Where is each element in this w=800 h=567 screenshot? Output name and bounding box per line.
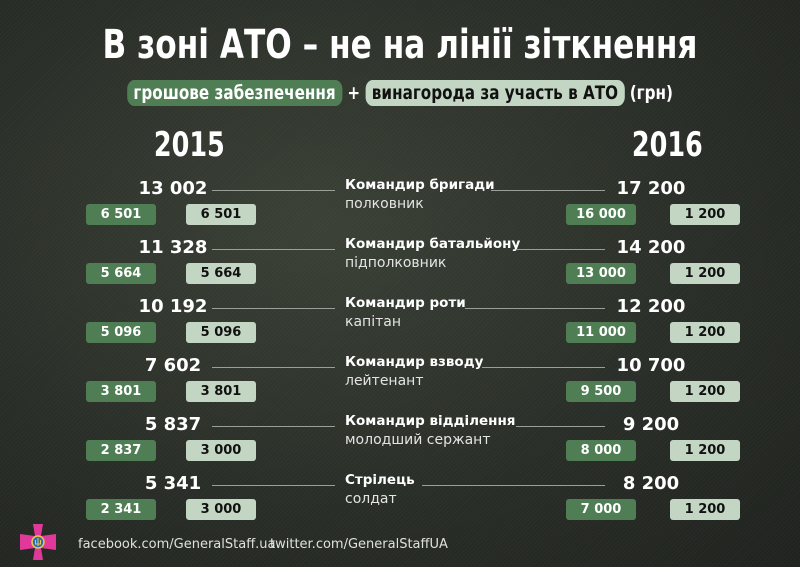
rank-label: капітан <box>345 314 401 330</box>
position-label: Стрілець <box>345 472 415 488</box>
bonus-2015: 3 000 <box>186 499 256 520</box>
bonus-2015: 5 664 <box>186 263 256 284</box>
total-2015: 5 837 <box>144 414 202 435</box>
total-2015: 5 341 <box>144 473 202 494</box>
pay-2015: 3 801 <box>86 381 156 402</box>
position-label: Командир батальйону <box>345 236 521 252</box>
total-2016: 10 700 <box>616 355 686 376</box>
pay-2015: 5 664 <box>86 263 156 284</box>
total-2015: 13 002 <box>138 178 208 199</box>
connector-line-left <box>212 485 335 486</box>
total-2016: 9 200 <box>622 414 680 435</box>
pay-2016: 13 000 <box>566 263 636 284</box>
connector-line-right <box>421 485 605 486</box>
bonus-2016: 1 200 <box>670 499 740 520</box>
rank-label: молодший сержант <box>345 432 491 448</box>
bonus-2016: 1 200 <box>670 440 740 461</box>
year-2016: 2016 <box>631 125 703 165</box>
bonus-2016: 1 200 <box>670 263 740 284</box>
table-row: 13 002 6 501 6 501 Командир бригади полк… <box>0 177 800 249</box>
table-row: 10 192 5 096 5 096 Командир роти капітан… <box>0 295 800 367</box>
position-label: Командир бригади <box>345 177 495 193</box>
pay-2015: 6 501 <box>86 204 156 225</box>
legend-unit: (грн) <box>629 82 673 104</box>
position-label: Командир відділення <box>345 413 516 429</box>
page-title: В зоні АТО – не на лінії зіткнення <box>102 22 698 68</box>
total-2016: 12 200 <box>616 296 686 317</box>
connector-line-right <box>464 308 605 309</box>
bonus-2015: 3 801 <box>186 381 256 402</box>
bonus-2016: 1 200 <box>670 381 740 402</box>
table-row: 7 602 3 801 3 801 Командир взводу лейтен… <box>0 354 800 426</box>
total-2016: 17 200 <box>616 178 686 199</box>
subtitle: грошове забезпечення + винагорода за уча… <box>80 80 720 106</box>
rank-label: солдат <box>345 491 397 507</box>
connector-line-left <box>212 426 335 427</box>
total-2015: 7 602 <box>144 355 202 376</box>
pay-2016: 11 000 <box>566 322 636 343</box>
year-2015: 2015 <box>153 125 225 165</box>
table-row: 5 837 2 837 3 000 Командир відділення мо… <box>0 413 800 485</box>
twitter-link[interactable]: twitter.com/GeneralStaffUA <box>270 537 448 552</box>
pay-2016: 7 000 <box>566 499 636 520</box>
connector-line-right <box>516 426 605 427</box>
total-2016: 14 200 <box>616 237 686 258</box>
pay-2016: 9 500 <box>566 381 636 402</box>
connector-line-left <box>212 190 335 191</box>
table-row: 5 341 2 341 3 000 Стрілець солдат 8 200 … <box>0 472 800 544</box>
connector-line-right <box>482 367 605 368</box>
legend-pay: грошове забезпечення <box>127 80 343 106</box>
pay-2015: 5 096 <box>86 322 156 343</box>
pay-2015: 2 341 <box>86 499 156 520</box>
total-2015: 10 192 <box>138 296 208 317</box>
position-label: Командир взводу <box>345 354 484 370</box>
bonus-2015: 3 000 <box>186 440 256 461</box>
rank-label: лейтенант <box>345 373 424 389</box>
pay-2016: 16 000 <box>566 204 636 225</box>
legend-plus: + <box>347 82 361 104</box>
connector-line-right <box>490 190 605 191</box>
bonus-2016: 1 200 <box>670 322 740 343</box>
bonus-2015: 6 501 <box>186 204 256 225</box>
rank-label: полковник <box>345 196 424 212</box>
connector-line-left <box>212 249 335 250</box>
connector-line-left <box>212 308 335 309</box>
rank-label: підполковник <box>345 255 447 271</box>
connector-line-left <box>212 367 335 368</box>
bonus-2016: 1 200 <box>670 204 740 225</box>
pay-2015: 2 837 <box>86 440 156 461</box>
total-2016: 8 200 <box>622 473 680 494</box>
total-2015: 11 328 <box>138 237 208 258</box>
facebook-link[interactable]: facebook.com/GeneralStaff.ua <box>78 537 276 552</box>
bonus-2015: 5 096 <box>186 322 256 343</box>
pay-2016: 8 000 <box>566 440 636 461</box>
general-staff-cross-emblem-icon <box>20 524 56 560</box>
table-row: 11 328 5 664 5 664 Командир батальйону п… <box>0 236 800 308</box>
legend-bonus: винагорода за участь в АТО <box>365 80 625 106</box>
connector-line-right <box>516 249 605 250</box>
position-label: Командир роти <box>345 295 466 311</box>
